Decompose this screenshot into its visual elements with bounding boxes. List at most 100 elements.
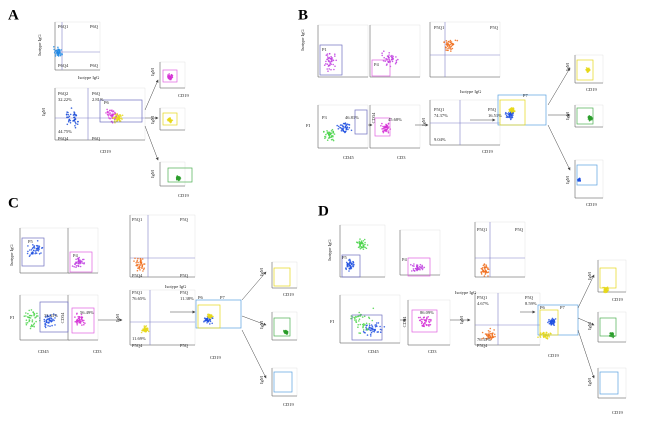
event-dot — [77, 257, 79, 260]
panel-label: D — [318, 203, 329, 219]
plot-text: 46.81% — [345, 115, 359, 120]
plot-text: CD3 — [428, 349, 437, 354]
event-dot — [348, 262, 351, 265]
event-dot — [489, 334, 491, 337]
event-dot — [142, 270, 144, 272]
event-dot — [138, 267, 140, 270]
event-dot — [323, 64, 326, 66]
event-dot — [29, 327, 32, 330]
event-dot — [208, 315, 210, 318]
plot-area — [369, 104, 421, 149]
gate — [351, 314, 383, 341]
event-dot — [578, 179, 580, 182]
event-dot — [489, 327, 492, 330]
arrow — [144, 79, 159, 111]
event-dot — [363, 238, 366, 241]
plot-axes — [597, 368, 626, 399]
event-dot — [54, 317, 56, 319]
event-dot — [329, 61, 331, 64]
event-dot — [35, 320, 37, 323]
event-dot — [115, 117, 117, 120]
plot-area — [54, 21, 101, 71]
plot-text: IgM — [565, 63, 570, 71]
event-dot — [77, 259, 80, 261]
event-dot — [83, 323, 85, 326]
plot-axes — [407, 300, 450, 346]
plot-text: 8.59% — [525, 301, 537, 306]
event-dot — [349, 267, 352, 269]
arrow — [241, 315, 267, 326]
event-dot — [139, 263, 141, 266]
plot-text: CD19 — [612, 297, 624, 302]
event-dot — [48, 320, 51, 322]
event-dot — [390, 58, 393, 61]
event-dot — [383, 129, 386, 132]
event-dot — [484, 333, 487, 335]
event-dot — [541, 332, 544, 335]
event-dot — [140, 259, 142, 261]
event-dot — [106, 113, 109, 116]
event-dot — [45, 324, 47, 326]
event-dot — [358, 320, 360, 322]
event-dot — [354, 317, 356, 320]
event-dot — [483, 263, 486, 265]
event-dot — [334, 65, 336, 67]
event-dot — [327, 131, 329, 133]
event-dot — [333, 68, 335, 71]
event-dot — [67, 113, 70, 116]
event-dot — [341, 128, 343, 131]
event-dot — [487, 330, 490, 332]
event-dot — [490, 338, 493, 341]
plot-axes — [19, 295, 70, 341]
event-dot — [345, 268, 348, 271]
event-dot — [548, 318, 550, 321]
event-dot — [325, 54, 328, 56]
event-dot — [141, 263, 143, 266]
event-dot — [484, 273, 487, 275]
event-dot — [73, 112, 76, 114]
event-dot — [53, 319, 55, 322]
plot-axes — [474, 222, 525, 278]
event-dot — [411, 270, 413, 272]
event-dot — [330, 132, 332, 135]
event-dot — [57, 48, 60, 51]
plot-text: P6Q4 — [58, 136, 69, 141]
gate — [162, 112, 178, 126]
event-dot — [486, 337, 488, 340]
event-dot — [28, 314, 31, 317]
event-dot — [167, 77, 170, 79]
event-dot — [67, 120, 70, 123]
event-dot — [368, 323, 371, 325]
event-dot — [28, 320, 30, 323]
event-dot — [454, 39, 457, 42]
event-dot — [133, 260, 135, 262]
plot-axes — [429, 22, 500, 78]
panel: D P5 Isotype IgG P4 P5Q1 P5Q Isotype IgG FI CD45… — [318, 203, 627, 415]
event-dot — [143, 267, 145, 270]
event-dot — [352, 265, 355, 268]
event-dot — [486, 335, 489, 337]
plot-text: CD19 — [210, 355, 222, 360]
event-dot — [328, 68, 331, 70]
plot-text: P5Q — [180, 217, 189, 222]
event-dot — [510, 114, 513, 116]
plot-text: P7 — [560, 305, 566, 310]
event-dot — [49, 314, 52, 316]
event-dot — [484, 271, 487, 273]
event-dot — [332, 138, 334, 141]
event-dot — [284, 329, 287, 332]
event-dot — [552, 320, 555, 323]
event-dot — [139, 269, 141, 271]
event-dot — [171, 76, 174, 78]
event-dot — [543, 332, 545, 334]
event-dot — [512, 114, 514, 116]
event-dot — [68, 118, 71, 121]
event-dot — [78, 316, 81, 318]
event-dot — [43, 320, 46, 323]
event-dot — [422, 318, 424, 321]
event-dot — [449, 41, 452, 43]
event-dot — [360, 240, 363, 242]
plot-axes — [429, 100, 500, 146]
event-dot — [142, 328, 144, 330]
event-dot — [54, 55, 57, 57]
